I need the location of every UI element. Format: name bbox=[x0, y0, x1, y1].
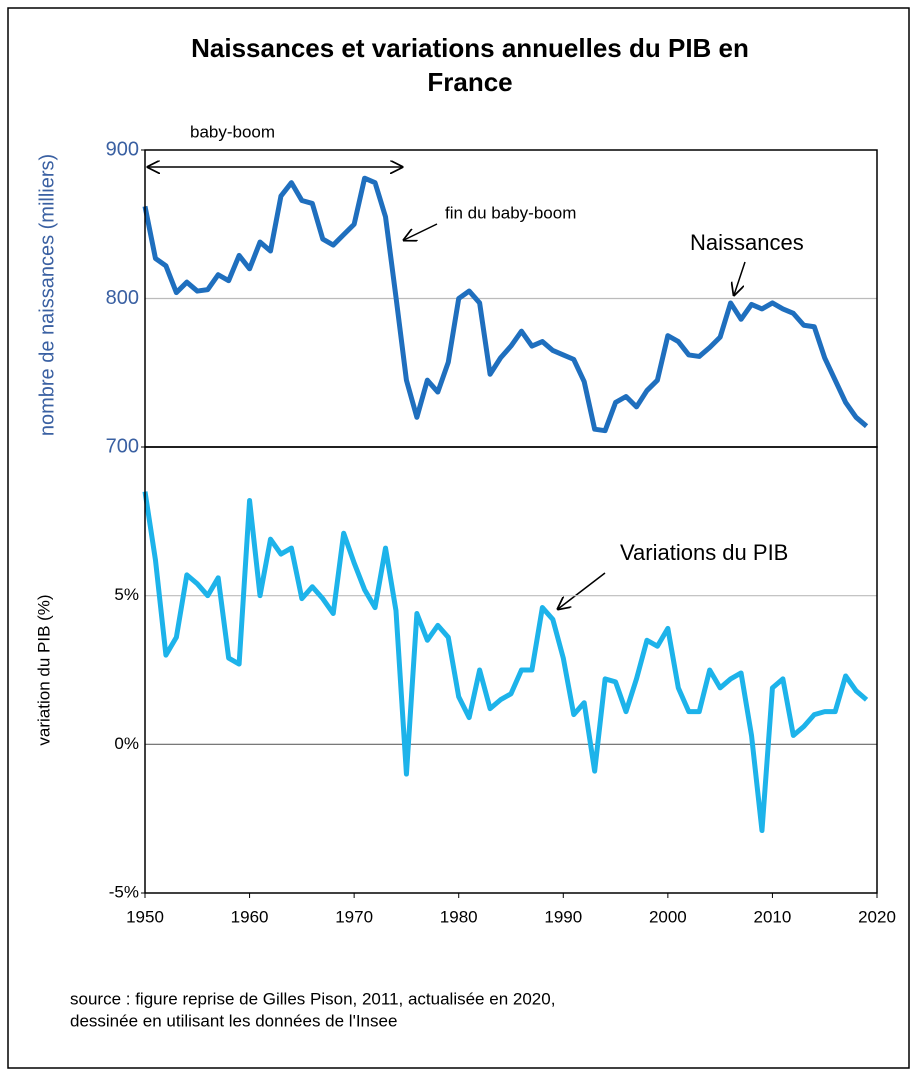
source-note: dessinée en utilisant les données de l'I… bbox=[70, 1011, 397, 1030]
x-tick-label: 2010 bbox=[754, 907, 792, 926]
arrow bbox=[734, 261, 746, 295]
chart-title: France bbox=[427, 67, 512, 97]
y-tick-label: 800 bbox=[106, 287, 139, 309]
x-tick-label: 1970 bbox=[335, 907, 373, 926]
plot-frame bbox=[144, 446, 878, 894]
x-tick-label: 1980 bbox=[440, 907, 478, 926]
series-label: Variations du PIB bbox=[620, 540, 788, 565]
y-tick-label: 900 bbox=[106, 138, 139, 160]
series-label: Naissances bbox=[690, 230, 804, 255]
arrow bbox=[404, 223, 438, 240]
y-tick-label: -5% bbox=[109, 882, 139, 901]
annotation: fin du baby-boom bbox=[445, 203, 576, 222]
data-line bbox=[142, 491, 869, 834]
data-line bbox=[142, 175, 869, 434]
arrow bbox=[558, 572, 606, 609]
y-axis-label: variation du PIB (%) bbox=[34, 594, 53, 745]
x-tick-label: 2020 bbox=[858, 907, 896, 926]
y-axis-label: nombre de naissances (milliers) bbox=[36, 154, 58, 436]
x-tick-label: 1960 bbox=[231, 907, 269, 926]
y-tick-label: 0% bbox=[114, 734, 139, 753]
chart-title: Naissances et variations annuelles du PI… bbox=[191, 33, 749, 63]
x-tick-label: 1950 bbox=[126, 907, 164, 926]
x-tick-label: 2000 bbox=[649, 907, 687, 926]
x-tick-label: 1990 bbox=[544, 907, 582, 926]
y-tick-label: 5% bbox=[114, 585, 139, 604]
annotation: baby-boom bbox=[190, 122, 275, 141]
y-tick-label: 700 bbox=[106, 435, 139, 457]
source-note: source : figure reprise de Gilles Pison,… bbox=[70, 989, 555, 1008]
outer-frame bbox=[7, 7, 910, 1069]
